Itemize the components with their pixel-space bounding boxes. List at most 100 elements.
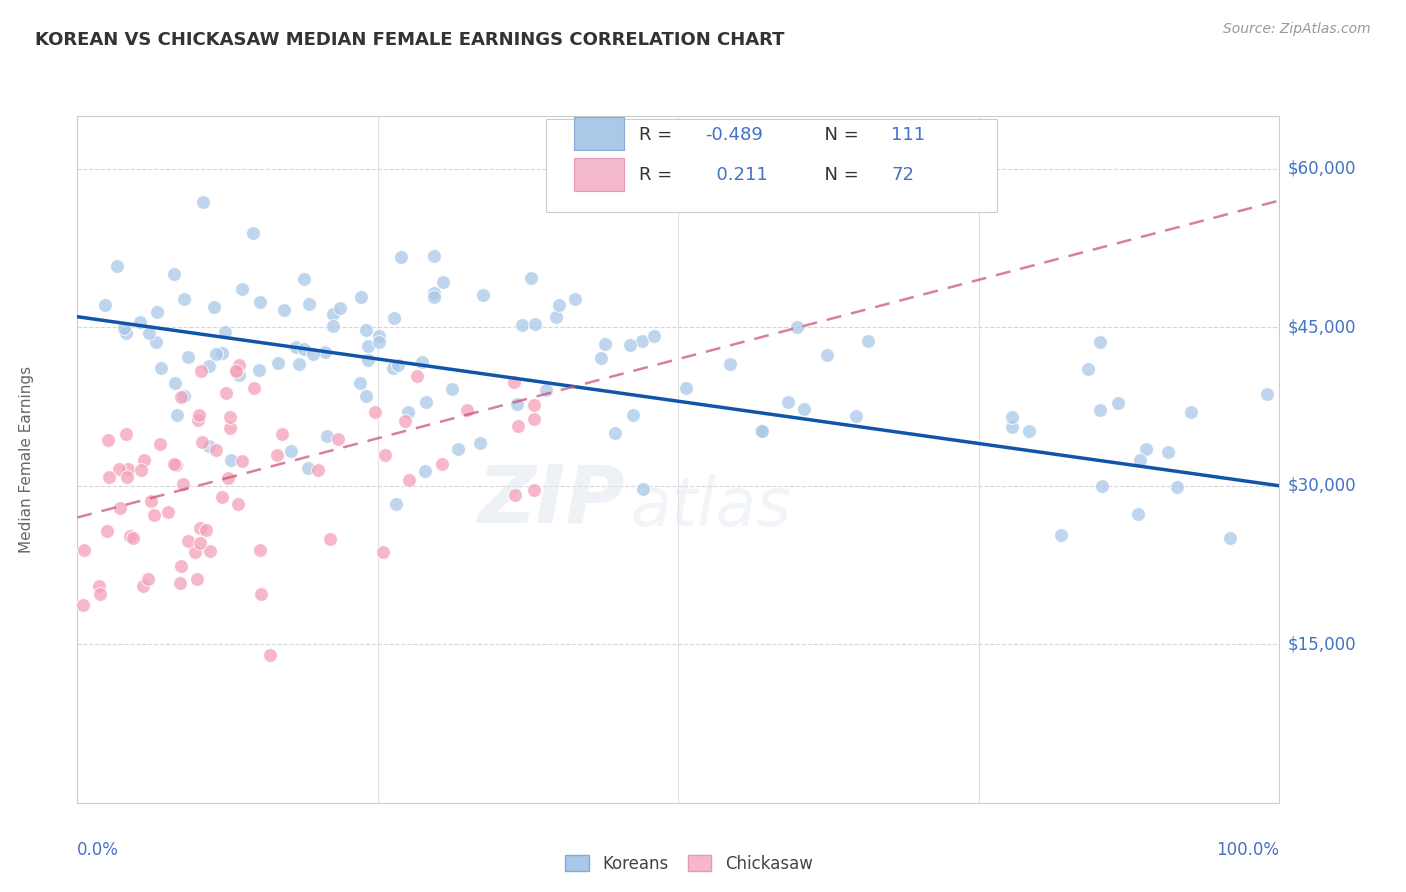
Point — [259, 648, 281, 662]
Point — [385, 497, 408, 511]
Point — [1077, 362, 1099, 376]
Point — [523, 412, 546, 426]
Text: N =: N = — [813, 166, 865, 184]
Text: N =: N = — [813, 126, 865, 144]
Point — [294, 342, 316, 356]
Point — [188, 535, 211, 549]
Point — [120, 529, 142, 543]
Point — [165, 376, 187, 390]
Text: R =: R = — [638, 126, 678, 144]
Point — [225, 363, 247, 377]
Point — [406, 369, 429, 384]
Point — [322, 307, 344, 321]
Point — [398, 473, 420, 487]
Point — [523, 317, 546, 331]
Point — [307, 463, 329, 477]
Bar — [574, 158, 624, 191]
Point — [1088, 334, 1111, 349]
Bar — [574, 118, 624, 150]
Point — [446, 442, 468, 456]
Point — [134, 453, 156, 467]
Point — [221, 453, 243, 467]
Point — [1166, 480, 1188, 494]
Text: 111: 111 — [891, 126, 925, 144]
Point — [297, 460, 319, 475]
Point — [226, 497, 249, 511]
Point — [195, 523, 218, 537]
Point — [631, 334, 654, 348]
Point — [621, 408, 644, 422]
Point — [845, 409, 868, 424]
Point — [318, 532, 340, 546]
Point — [506, 397, 529, 411]
Point — [534, 384, 557, 398]
Point — [271, 427, 294, 442]
Point — [503, 488, 526, 502]
Point — [314, 344, 336, 359]
Point — [97, 433, 120, 447]
Point — [170, 390, 193, 404]
Point — [115, 469, 138, 483]
Point — [430, 457, 453, 471]
Text: $30,000: $30,000 — [1288, 477, 1357, 495]
Text: R =: R = — [638, 166, 678, 184]
FancyBboxPatch shape — [546, 120, 997, 212]
Point — [396, 405, 419, 419]
Point — [316, 429, 339, 443]
Point — [266, 448, 288, 462]
Text: 0.0%: 0.0% — [77, 840, 120, 859]
Point — [242, 227, 264, 241]
Point — [215, 385, 238, 400]
Point — [564, 292, 586, 306]
Point — [129, 463, 152, 477]
Point — [350, 290, 373, 304]
Point — [422, 290, 444, 304]
Point — [166, 408, 188, 422]
Point — [184, 545, 207, 559]
Point — [173, 292, 195, 306]
Point — [422, 249, 444, 263]
Point — [231, 282, 253, 296]
Point — [432, 276, 454, 290]
Point — [72, 598, 94, 612]
Point — [292, 271, 315, 285]
Point — [1018, 424, 1040, 438]
Point — [1135, 442, 1157, 456]
Point — [415, 395, 437, 409]
Point — [643, 329, 665, 343]
Point — [165, 458, 187, 472]
Point — [89, 587, 111, 601]
Point — [198, 359, 221, 373]
Point — [815, 348, 838, 362]
Point — [108, 500, 131, 515]
Point — [548, 298, 571, 312]
Text: -0.489: -0.489 — [704, 126, 762, 144]
Point — [285, 340, 308, 354]
Point — [187, 413, 209, 427]
Point — [173, 388, 195, 402]
Point — [108, 461, 131, 475]
Point — [422, 285, 444, 300]
Point — [603, 425, 626, 440]
Point — [506, 419, 529, 434]
Point — [131, 579, 153, 593]
Point — [381, 360, 404, 375]
Point — [1156, 445, 1178, 459]
Point — [249, 587, 271, 601]
Point — [163, 267, 186, 281]
Point — [329, 301, 352, 315]
Point — [142, 508, 165, 522]
Point — [675, 381, 697, 395]
Point — [793, 402, 815, 417]
Point — [157, 505, 180, 519]
Point — [1001, 420, 1024, 434]
Point — [280, 443, 302, 458]
Point — [387, 358, 409, 372]
Text: ZIP: ZIP — [477, 461, 624, 540]
Point — [778, 394, 800, 409]
Point — [1180, 405, 1202, 419]
Point — [228, 358, 250, 372]
Point — [301, 347, 323, 361]
Legend: Koreans, Chickasaw: Koreans, Chickasaw — [558, 848, 820, 880]
Point — [249, 294, 271, 309]
